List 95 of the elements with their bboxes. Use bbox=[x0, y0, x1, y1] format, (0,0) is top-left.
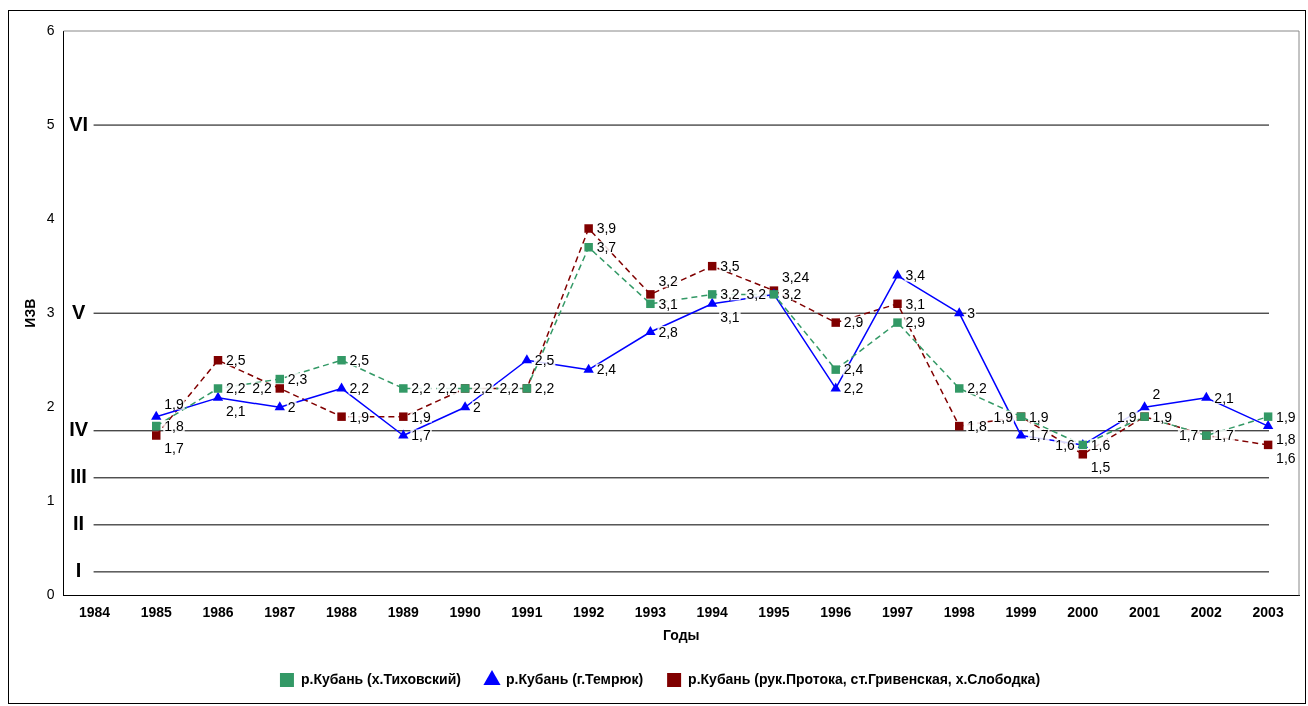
y-tick-label: 3 bbox=[46, 304, 55, 321]
legend-label: р.Кубань (г.Темрюк) bbox=[505, 670, 644, 687]
data-label: 2,4 bbox=[843, 361, 864, 378]
x-tick-label: 1990 bbox=[449, 603, 481, 620]
y-tick-label: 6 bbox=[46, 21, 55, 38]
data-label: 1,7 bbox=[1029, 427, 1049, 444]
x-tick-label: 1993 bbox=[634, 603, 667, 620]
x-tick-label: 1998 bbox=[943, 603, 976, 620]
data-label: 2,9 bbox=[905, 314, 926, 331]
ref-line-label: IV bbox=[69, 418, 89, 441]
data-label: 2,8 bbox=[658, 323, 679, 340]
data-label: 2,2 bbox=[437, 380, 458, 397]
y-axis-title: ИЗВ bbox=[22, 298, 39, 328]
data-label: 2,9 bbox=[843, 314, 864, 331]
data-label: 1,8 bbox=[967, 417, 987, 434]
data-label: 1,5 bbox=[1090, 459, 1111, 476]
x-tick-label: 1985 bbox=[140, 603, 173, 620]
data-label: 3,1 bbox=[658, 295, 679, 312]
x-tick-label: 1989 bbox=[387, 603, 420, 620]
data-label: 3,9 bbox=[596, 220, 617, 237]
data-label: 2,1 bbox=[226, 402, 246, 419]
data-label: 1,9 bbox=[1029, 408, 1049, 425]
data-label: 2,2 bbox=[967, 380, 987, 397]
y-tick-label: 5 bbox=[46, 115, 55, 132]
x-tick-label: 2002 bbox=[1190, 603, 1223, 620]
data-label: 1,9 bbox=[1276, 408, 1296, 425]
data-label: 1,6 bbox=[1090, 436, 1111, 453]
data-label: 2,2 bbox=[252, 380, 272, 397]
data-label: 3,7 bbox=[596, 239, 617, 256]
data-label: 3,24 bbox=[781, 269, 810, 286]
ref-line-label: III bbox=[70, 465, 87, 488]
x-tick-label: 1984 bbox=[78, 603, 111, 620]
data-label: 2,5 bbox=[226, 352, 246, 369]
data-label: 3,1 bbox=[720, 308, 740, 325]
data-label: 3 bbox=[967, 305, 976, 322]
data-label: 2,2 bbox=[473, 380, 493, 397]
data-label: 2,2 bbox=[843, 380, 864, 397]
x-axis-title: Годы bbox=[663, 627, 700, 644]
y-tick-label: 4 bbox=[46, 209, 55, 226]
data-label: 2 bbox=[287, 399, 296, 416]
x-tick-label: 1996 bbox=[820, 603, 852, 620]
x-tick-label: 1986 bbox=[202, 603, 234, 620]
ref-line-label: VI bbox=[69, 112, 89, 135]
data-label: 1,7 bbox=[1214, 427, 1235, 444]
data-label: 2,4 bbox=[596, 361, 617, 378]
data-label: 2,2 bbox=[411, 380, 431, 397]
data-label: 1,9 bbox=[1152, 408, 1173, 425]
data-label: 2,3 bbox=[287, 370, 308, 387]
x-tick-label: 2001 bbox=[1129, 603, 1161, 620]
data-label: 1,8 bbox=[1276, 430, 1296, 447]
data-label: 2,2 bbox=[349, 380, 370, 397]
data-label: 2,2 bbox=[499, 380, 520, 397]
data-label: 3,5 bbox=[720, 258, 740, 275]
y-tick-label: 0 bbox=[46, 586, 55, 603]
data-label: 3,4 bbox=[905, 267, 926, 284]
data-label: 1,6 bbox=[1055, 436, 1076, 453]
x-tick-label: 1991 bbox=[511, 603, 543, 620]
x-tick-label: 2000 bbox=[1067, 603, 1099, 620]
data-label: 1,7 bbox=[164, 440, 184, 457]
ref-line-label: I bbox=[75, 559, 82, 582]
data-label: 2,5 bbox=[349, 352, 370, 369]
data-label: 2,2 bbox=[226, 380, 246, 397]
data-label: 2,2 bbox=[534, 380, 555, 397]
ref-line-label: V bbox=[71, 300, 86, 323]
data-label: 2,1 bbox=[1214, 389, 1235, 406]
data-label: 1,7 bbox=[1178, 427, 1199, 444]
data-label: 1,9 bbox=[1117, 408, 1137, 425]
data-label: 1,9 bbox=[349, 408, 370, 425]
x-tick-label: 1988 bbox=[325, 603, 358, 620]
data-label: 3,2 bbox=[658, 273, 679, 290]
x-tick-label: 2003 bbox=[1252, 603, 1284, 620]
data-label: 1,6 bbox=[1276, 449, 1296, 466]
data-label: 1,8 bbox=[164, 417, 184, 434]
data-label: 1,9 bbox=[411, 408, 431, 425]
x-tick-label: 1999 bbox=[1005, 603, 1037, 620]
data-label: 1,9 bbox=[164, 395, 184, 412]
y-tick-label: 2 bbox=[46, 398, 55, 415]
ref-line-label: II bbox=[73, 512, 85, 535]
legend-label: р.Кубань (рук.Протока, ст.Гривенская, х.Слободка) bbox=[688, 670, 1041, 687]
data-label: 2 bbox=[1152, 386, 1161, 403]
x-tick-label: 1994 bbox=[696, 603, 728, 620]
data-label: 3,2 bbox=[746, 286, 767, 303]
data-label: 3,2 bbox=[781, 286, 802, 303]
x-tick-label: 1992 bbox=[573, 603, 605, 620]
legend-label: р.Кубань (х.Тиховский) bbox=[300, 670, 461, 687]
data-label: 2 bbox=[473, 399, 482, 416]
y-tick-label: 1 bbox=[46, 492, 55, 509]
x-tick-label: 1995 bbox=[758, 603, 790, 620]
x-tick-label: 1997 bbox=[881, 603, 914, 620]
data-label: 1,9 bbox=[993, 408, 1014, 425]
data-label: 3,1 bbox=[905, 295, 926, 312]
data-label: 2,5 bbox=[534, 352, 555, 369]
x-tick-label: 1987 bbox=[264, 603, 296, 620]
data-label: 3,2 bbox=[720, 286, 740, 303]
data-label: 1,7 bbox=[411, 427, 431, 444]
